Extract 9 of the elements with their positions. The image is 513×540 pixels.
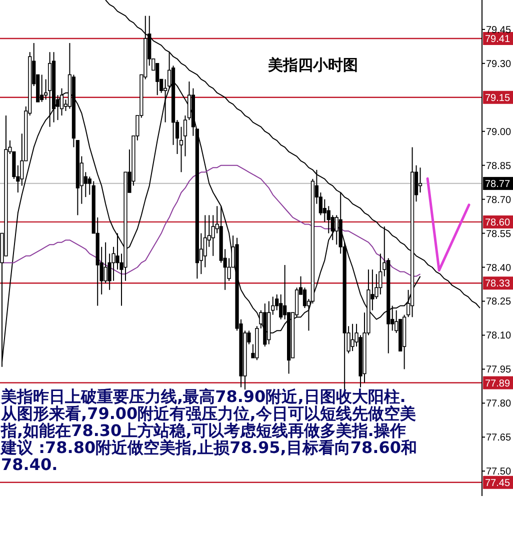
annotation: 美指昨日上破重要压力线,最高78.90附近,日图收大阳柱.从图形来看,79.00附近有强压力位,今日可以短线先做空美指,如能在78.30上方站稳,可以考虑短线再做多美指.操作建议 :78.80附近做空美指,止损78.95,目标看向78.60和78.40. bbox=[1, 387, 418, 474]
ref-line-label: 79.41 bbox=[485, 34, 510, 45]
ref-line-label: 77.45 bbox=[485, 478, 510, 489]
text: 美指四小时图 bbox=[268, 56, 358, 75]
ref-line-label: 78.77 bbox=[485, 178, 510, 190]
ref-line-label: 79.15 bbox=[485, 92, 510, 104]
ref-line-label: 78.33 bbox=[485, 278, 510, 290]
ref-line-label: 78.60 bbox=[485, 217, 510, 228]
ref-line-label: 77.89 bbox=[485, 378, 510, 390]
